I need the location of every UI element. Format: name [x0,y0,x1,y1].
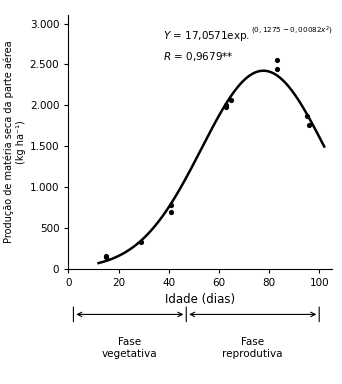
X-axis label: Idade (dias): Idade (dias) [165,293,235,306]
Point [274,56,279,63]
Text: Fase
reprodutiva: Fase reprodutiva [223,337,283,359]
Point [274,65,279,71]
Point [306,122,312,128]
Point [224,102,229,108]
Point [103,254,109,260]
Point [103,253,109,259]
Point [169,209,174,215]
Text: $(0,1275 - 0,00082x^2)$: $(0,1275 - 0,00082x^2)$ [251,24,333,36]
Point [139,239,144,245]
Point [304,113,310,119]
Point [229,96,234,103]
Point [169,202,174,208]
Text: Fase
vegetativa: Fase vegetativa [102,337,158,359]
Text: $\it{R}$ = 0,9679**: $\it{R}$ = 0,9679** [163,50,234,63]
Y-axis label: Produção de matéria seca da parte aérea
(kg ha⁻¹): Produção de matéria seca da parte aérea … [3,41,26,243]
Text: $\it{Y}$ = 17,0571exp.: $\it{Y}$ = 17,0571exp. [163,29,250,43]
Point [224,104,229,110]
